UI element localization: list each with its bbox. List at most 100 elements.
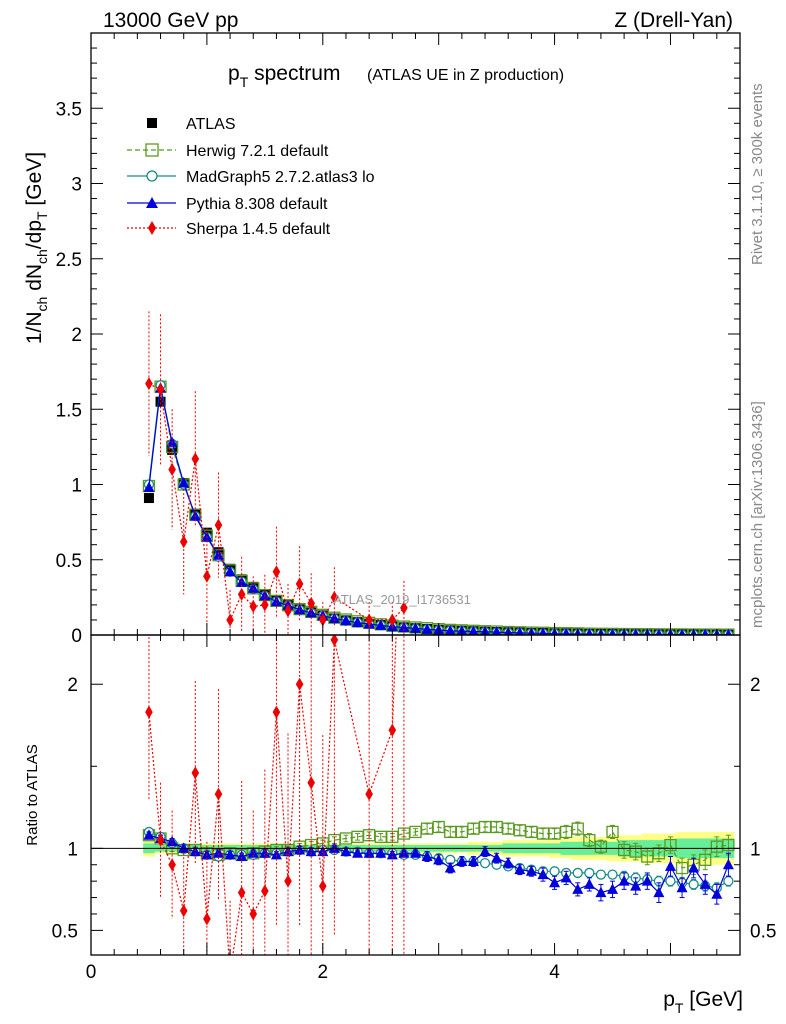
ratio-sherpa-point	[168, 858, 176, 872]
legend-marker-herwig	[145, 143, 159, 157]
main-sherpa-point	[388, 613, 397, 627]
ratio-ytick-label: 1	[67, 839, 78, 860]
ratio-madgraph-point	[549, 866, 560, 877]
main-sherpa-point	[261, 598, 269, 612]
ratio-pythia-point	[433, 853, 445, 865]
ratio-herwig-point	[594, 840, 608, 853]
ratio-pythia-point	[653, 886, 665, 898]
main-ytick-label: 1.5	[56, 400, 82, 421]
main-sherpa-point	[249, 599, 258, 613]
analysis-watermark: ATLAS_2019_I1736531	[333, 592, 471, 607]
ratio-pythia-point	[607, 883, 619, 894]
main-pythia-point	[468, 625, 479, 635]
ratio-sherpa-line	[148, 635, 397, 955]
ratio-pythia-point	[456, 855, 468, 866]
ratio-pythia-point	[676, 881, 688, 893]
main-title: pT spectrum	[228, 62, 340, 90]
main-pythia-point	[294, 603, 306, 615]
ratio-pythia-point	[688, 862, 700, 873]
ratio-pythia-point	[491, 852, 503, 863]
ratio-sherpa-point	[226, 968, 234, 981]
main-ytick-label: 3	[71, 175, 82, 196]
side-label-top: Rivet 3.1.10, ≥ 300k events	[749, 83, 766, 265]
ratio-sherpa-point	[318, 879, 327, 893]
ratio-pythia-point	[166, 835, 178, 847]
ratio-pythia-point	[722, 858, 734, 870]
main-pythia-point	[701, 628, 709, 635]
ratio-pythia-point	[479, 845, 491, 857]
main-atlas-point	[143, 493, 154, 504]
ratio-sherpa-point	[156, 833, 165, 847]
main-ytick-label: 0.5	[56, 551, 82, 572]
ratio-pythia-point	[514, 863, 526, 875]
main-sherpa-point	[272, 565, 281, 579]
legend-label-pythia: Pythia 8.308 default	[186, 196, 328, 213]
ratio-pythia-point	[595, 886, 607, 898]
main-sherpa-point	[295, 577, 304, 591]
ratio-sherpa-point	[145, 705, 153, 719]
main-pythia-point	[421, 623, 433, 634]
main-pythia-point	[143, 481, 155, 493]
main-atlas-point	[155, 396, 166, 407]
ratio-sherpa-point	[237, 886, 246, 900]
side-label-bottom: mcplots.cern.ch [arXiv:1306.3436]	[749, 401, 766, 628]
ratio-madgraph-point	[723, 876, 734, 887]
ratio-ylabel: Ratio to ATLAS	[24, 744, 41, 845]
ratio-pythia-point	[699, 878, 711, 889]
main-sherpa-point	[145, 377, 153, 391]
ratio-sherpa-point	[249, 907, 258, 921]
main-pythia-point	[375, 619, 387, 630]
ratio-sherpa-point	[295, 677, 304, 691]
main-ytick-label: 2.5	[56, 250, 82, 271]
main-pythia-point	[538, 627, 547, 635]
ratio-madgraph-point	[607, 869, 618, 880]
ratio-pythia-point	[444, 862, 456, 873]
main-sherpa-point	[226, 613, 234, 627]
main-pythia-point	[515, 626, 525, 635]
main-sherpa-point	[365, 613, 373, 627]
main-pythia-point	[212, 549, 224, 560]
header-left: 13000 GeV pp	[103, 9, 238, 32]
main-ytick-label: 2	[71, 325, 82, 346]
ratio-pythia-point	[410, 847, 421, 858]
legend-marker-atlas	[147, 118, 157, 128]
main-pythia-point	[305, 606, 317, 618]
ratio-sherpa-point	[330, 635, 339, 647]
ratio-pythia-point	[305, 845, 317, 857]
legend: ATLAS Herwig 7.2.1 default MadGraph5 2.7…	[127, 116, 375, 238]
ratio-pythia-point	[375, 847, 387, 858]
main-sherpa-point	[191, 452, 200, 466]
ratio-herwig-point	[699, 853, 712, 866]
main-sherpa-point	[214, 518, 223, 532]
ratio-pythia-point	[317, 845, 329, 857]
main-title-note: (ATLAS UE in Z production)	[367, 67, 564, 84]
legend-label-herwig: Herwig 7.2.1 default	[186, 143, 329, 160]
ratio-pythia-point	[178, 842, 190, 853]
main-pythia-point	[444, 624, 456, 635]
ratio-ytick-label-right: 0.5	[750, 921, 776, 942]
ratio-pythia-point	[236, 850, 248, 862]
ratio-pythia-point	[502, 857, 514, 868]
ratio-herwig-point	[583, 833, 596, 847]
main-sherpa-line	[148, 383, 405, 623]
ratio-herwig-point	[664, 838, 677, 852]
ratio-pythia-point	[143, 829, 155, 840]
ratio-herwig-point	[571, 822, 584, 835]
ratio-sherpa-point	[203, 912, 211, 926]
ratio-sherpa-point	[400, 432, 408, 445]
main-pythia-point	[224, 565, 236, 577]
ratio-pythia-point	[525, 865, 537, 876]
axis-ticks: 0 0.5 1 1.5 2 2.5 3 3.5 0.5 0.5 1 1 2 2 0 2 4	[52, 32, 776, 983]
ratio-pythia-point	[212, 847, 224, 858]
main-sherpa-point	[307, 596, 315, 610]
xlabel: pT [GeV]	[663, 988, 743, 1016]
ratio-madgraph-point	[595, 869, 607, 880]
ratio-ytick-label-right: 1	[750, 839, 761, 860]
main-pythia-point	[562, 627, 570, 635]
main-pythia-point	[247, 582, 259, 593]
ratio-plot-data	[142, 432, 735, 981]
main-sherpa-point	[237, 587, 246, 601]
main-sherpa-point	[168, 462, 176, 476]
legend-marker-sherpa	[148, 221, 156, 235]
ratio-pythia-point	[549, 876, 561, 888]
